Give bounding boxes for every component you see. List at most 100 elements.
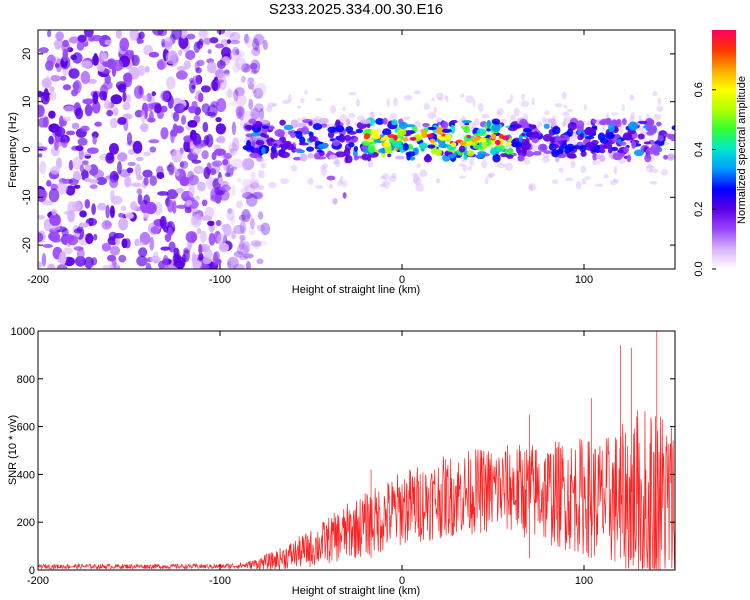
heatmap-cell <box>328 154 338 160</box>
heatmap-cell <box>126 132 133 146</box>
heatmap-cell-peak <box>501 135 510 141</box>
heatmap-cell <box>255 139 265 146</box>
heatmap-cell-peak <box>450 142 457 148</box>
heatmap-cell <box>558 167 564 173</box>
heatmap-cell <box>356 115 365 122</box>
heatmap-cell <box>120 205 127 211</box>
y-tick-label: -10 <box>21 189 33 205</box>
y-tick-label: 200 <box>17 517 35 529</box>
heatmap-cell <box>522 128 532 133</box>
heatmap-cell-peak <box>466 135 471 139</box>
heatmap-cell <box>45 75 50 86</box>
heatmap-cell <box>54 138 59 151</box>
heatmap-cell <box>403 116 411 121</box>
heatmap-cell <box>260 170 265 179</box>
heatmap-cell <box>265 138 276 142</box>
heatmap-cell <box>146 92 152 103</box>
heatmap-cell <box>42 243 54 249</box>
heatmap-cell <box>557 153 566 159</box>
heatmap-cell <box>391 119 398 126</box>
heatmap-cell <box>332 198 338 205</box>
heatmap-cell <box>232 137 240 152</box>
heatmap-cell <box>80 70 91 85</box>
heatmap-cell <box>488 172 496 177</box>
heatmap-cell <box>406 124 415 128</box>
heatmap-cell <box>298 142 309 146</box>
heatmap-cell <box>664 133 672 137</box>
heatmap-cell <box>380 176 387 180</box>
heatmap-cell <box>584 135 595 140</box>
heatmap-cell <box>177 127 183 133</box>
heatmap-cell <box>198 92 204 103</box>
x-tick-label: -200 <box>27 274 49 286</box>
heatmap-cell <box>123 72 133 83</box>
heatmap-cell <box>166 199 175 213</box>
heatmap-cell <box>203 166 211 179</box>
heatmap-cell <box>333 158 339 164</box>
heatmap-cell <box>647 119 654 126</box>
heatmap-cell <box>258 184 265 191</box>
heatmap-cell <box>308 135 317 142</box>
heatmap-cell <box>48 123 60 133</box>
heatmap-cell <box>76 247 85 261</box>
heatmap-cell <box>497 108 504 116</box>
heatmap-cell <box>232 61 241 73</box>
heatmap-cell <box>122 113 133 120</box>
heatmap-cell <box>201 150 209 160</box>
heatmap-cell <box>315 97 322 102</box>
heatmap-cell <box>130 182 142 187</box>
heatmap-cell <box>232 263 245 269</box>
heatmap-cell <box>296 105 302 109</box>
heatmap-cell <box>355 128 364 134</box>
heatmap-cell <box>566 143 575 152</box>
heatmap-cell <box>42 200 54 206</box>
heatmap-cell <box>551 149 560 158</box>
heatmap-cell <box>145 103 154 112</box>
heatmap-cell <box>73 228 83 234</box>
heatmap-cell <box>307 177 314 185</box>
heatmap-cell <box>198 243 203 255</box>
heatmap-cell <box>592 152 598 161</box>
heatmap-cell <box>242 253 254 259</box>
heatmap-cell-peak <box>372 134 381 140</box>
heatmap-cell <box>246 37 253 49</box>
heatmap-cell <box>232 46 240 56</box>
heatmap-cell <box>188 174 200 186</box>
heatmap-cell <box>657 97 661 106</box>
heatmap-cell <box>229 40 241 45</box>
heatmap-cell <box>267 102 276 108</box>
heatmap-cell <box>207 220 215 227</box>
heatmap-cell <box>131 54 140 66</box>
heatmap-cell <box>223 152 233 160</box>
heatmap-cell <box>591 119 597 124</box>
heatmap-cell <box>235 105 243 120</box>
heatmap-cell <box>46 180 52 187</box>
heatmap-cell <box>154 103 162 114</box>
y-tick-label: 20 <box>21 48 33 60</box>
heatmap-cell <box>62 247 73 255</box>
heatmap-cell <box>125 212 134 219</box>
heatmap-cell <box>89 184 98 189</box>
heatmap-cell <box>231 121 237 136</box>
heatmap-cell <box>72 81 80 91</box>
heatmap-cell <box>250 217 255 230</box>
x-tick-label: -100 <box>209 575 231 587</box>
heatmap-cell-peak <box>426 133 434 138</box>
heatmap-cell <box>102 264 115 269</box>
heatmap-cell <box>288 94 292 102</box>
heatmap-cell <box>227 87 233 98</box>
heatmap-cell <box>396 129 407 137</box>
heatmap-cell <box>250 69 258 75</box>
heatmap-cell <box>272 103 278 107</box>
heatmap-cell <box>487 173 493 179</box>
heatmap-cell <box>247 77 255 84</box>
heatmap-cell <box>257 135 263 141</box>
heatmap-cell <box>121 238 128 249</box>
heatmap-cell <box>652 90 658 96</box>
heatmap-cell <box>92 91 99 105</box>
heatmap-cell <box>254 103 264 113</box>
heatmap-cell <box>196 227 202 235</box>
heatmap-cell <box>522 147 528 154</box>
